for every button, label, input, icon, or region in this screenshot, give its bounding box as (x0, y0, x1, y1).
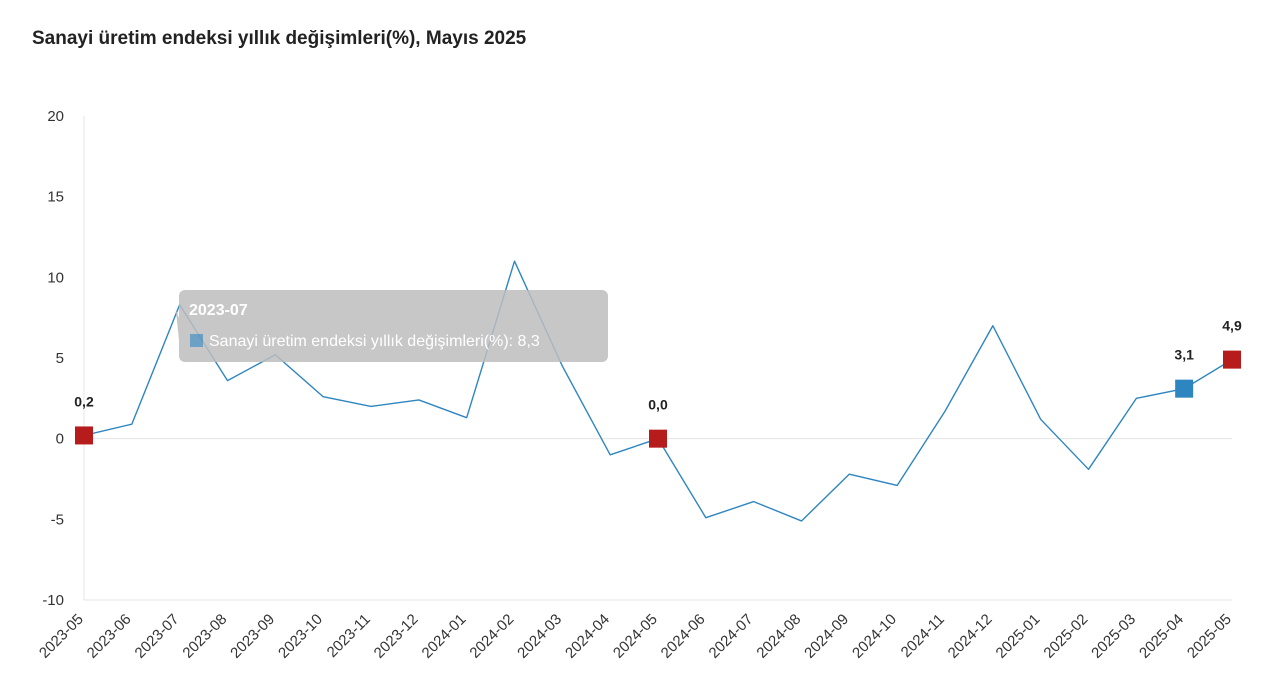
x-tick-label: 2023-05 (36, 611, 87, 662)
tooltip: 2023-07 Sanayi üretim endeksi yıllık deği… (175, 290, 608, 362)
chart-title: Sanayi üretim endeksi yıllık değişimleri… (32, 28, 527, 49)
y-axis-ticks: 20 15 10 5 0 -5 -10 (42, 108, 64, 609)
x-tick-label: 2024-10 (849, 611, 900, 662)
data-label: 0,2 (74, 393, 94, 409)
data-point[interactable] (701, 513, 711, 523)
data-point[interactable] (366, 401, 376, 411)
x-tick-label: 2024-06 (658, 611, 709, 662)
x-tick-label: 2023-11 (324, 611, 374, 661)
x-tick-label: 2024-11 (898, 611, 948, 661)
x-tick-label: 2025-04 (1136, 611, 1187, 662)
x-tick-label: 2024-05 (610, 611, 661, 662)
x-tick-label: 2024-02 (466, 611, 517, 662)
y-tick-label: 0 (56, 431, 64, 448)
highlight-marker[interactable] (1223, 350, 1241, 369)
data-point[interactable] (844, 469, 854, 479)
x-axis-ticks: 2023-052023-062023-072023-082023-092023-… (36, 611, 1235, 662)
data-point[interactable] (557, 361, 567, 371)
x-tick-label: 2023-10 (275, 611, 326, 662)
x-tick-label: 2025-02 (1040, 611, 1091, 662)
data-point[interactable] (318, 392, 328, 402)
data-point[interactable] (1084, 464, 1094, 474)
tooltip-pointer (175, 308, 179, 340)
highlight-marker[interactable] (1175, 379, 1194, 398)
data-point[interactable] (749, 497, 759, 507)
y-tick-label: 5 (56, 350, 64, 367)
tooltip-series-swatch (190, 334, 203, 347)
x-tick-label: 2024-12 (945, 611, 996, 662)
x-tick-label: 2025-05 (1184, 611, 1235, 662)
highlight-marker[interactable] (75, 426, 93, 445)
data-point[interactable] (127, 419, 137, 429)
x-tick-label: 2024-04 (562, 611, 613, 662)
tooltip-box (179, 290, 608, 362)
data-point[interactable] (414, 395, 424, 405)
x-tick-label: 2025-03 (1088, 611, 1139, 662)
data-point[interactable] (988, 321, 998, 331)
data-point[interactable] (462, 413, 472, 423)
x-tick-label: 2023-12 (371, 611, 422, 662)
data-label: 0,0 (648, 397, 668, 413)
data-point[interactable] (940, 406, 950, 416)
tooltip-title: 2023-07 (189, 302, 248, 319)
data-label: 3,1 (1174, 347, 1194, 363)
x-tick-label: 2023-09 (227, 611, 278, 662)
data-point[interactable] (510, 256, 520, 266)
data-label: 4,9 (1222, 318, 1242, 334)
y-tick-label: -5 (51, 511, 64, 528)
x-tick-label: 2024-01 (419, 611, 470, 662)
y-tick-label: 10 (47, 269, 64, 286)
y-tick-label: -10 (42, 592, 64, 609)
tooltip-value: Sanayi üretim endeksi yıllık değişimleri… (209, 333, 540, 350)
x-tick-label: 2024-03 (514, 611, 565, 662)
data-point[interactable] (797, 516, 807, 526)
data-point[interactable] (1131, 393, 1141, 403)
data-point[interactable] (223, 376, 233, 386)
data-point[interactable] (605, 450, 615, 460)
x-tick-label: 2024-07 (706, 611, 757, 662)
x-tick-label: 2025-01 (993, 611, 1044, 662)
data-point[interactable] (1036, 414, 1046, 424)
y-tick-label: 15 (47, 189, 64, 206)
x-tick-label: 2023-06 (84, 611, 135, 662)
x-tick-label: 2023-08 (179, 611, 230, 662)
y-tick-label: 20 (47, 108, 64, 125)
x-tick-label: 2023-07 (132, 611, 183, 662)
x-tick-label: 2024-09 (801, 611, 852, 662)
data-point[interactable] (892, 480, 902, 490)
highlight-marker[interactable] (649, 429, 667, 448)
highlight-markers[interactable]: 0,2 0,0 3,1 4,9 (74, 318, 1242, 448)
x-tick-label: 2024-08 (753, 611, 804, 662)
